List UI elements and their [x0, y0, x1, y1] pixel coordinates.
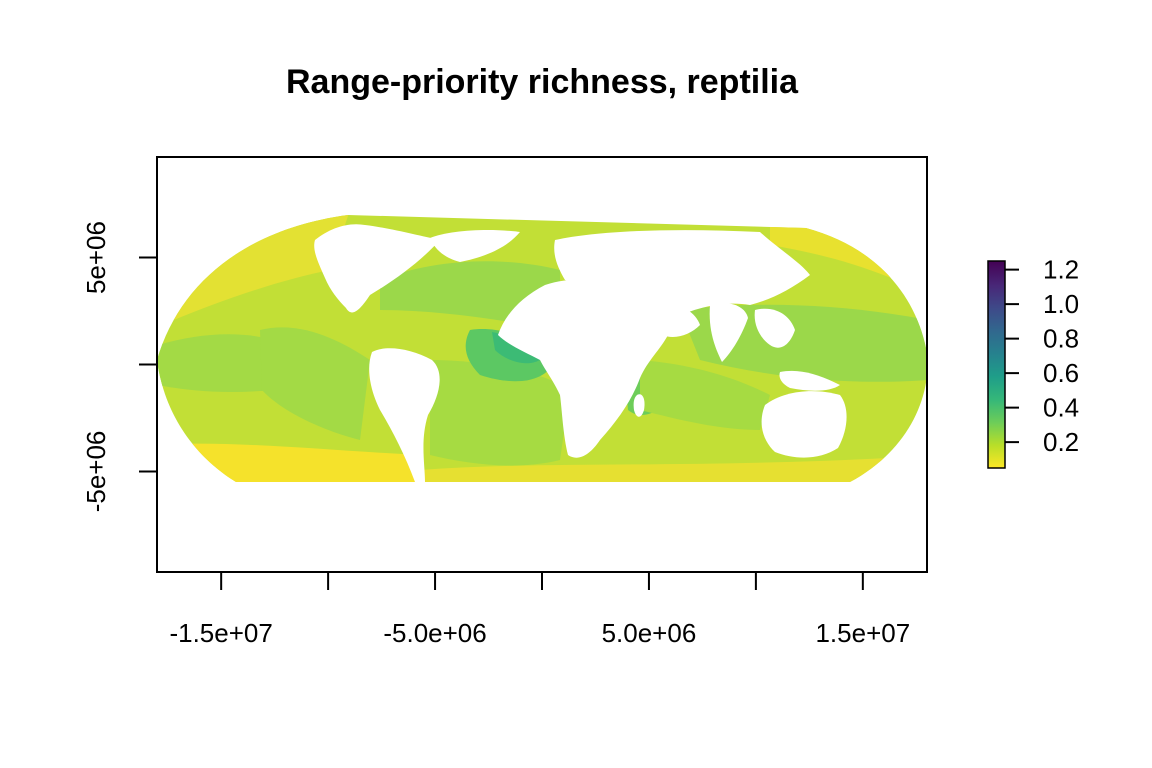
south-america-land [369, 348, 440, 482]
x-tick-label: 5.0e+06 [602, 618, 697, 648]
x-axis: -1.5e+07 -5.0e+06 5.0e+06 1.5e+07 [169, 572, 910, 648]
color-legend: 0.2 0.4 0.6 0.8 1.0 1.2 [987, 255, 1079, 469]
indonesia-land [779, 370, 840, 391]
southeast-asia-land [754, 308, 795, 348]
madagascar-land [633, 394, 645, 417]
x-tick-label: -1.5e+07 [169, 618, 272, 648]
legend-tick-label: 0.6 [1043, 358, 1079, 388]
arabia-land [653, 303, 700, 337]
map-title: Range-priority richness, reptilia [286, 63, 799, 101]
southern-ocean-yellow-band [420, 455, 928, 482]
y-axis: 5e+06 -5e+06 [81, 221, 157, 512]
australia-land [761, 391, 847, 458]
legend-tick-label: 1.2 [1043, 255, 1079, 285]
legend-tick-label: 0.4 [1043, 393, 1079, 423]
legend-ticks: 0.2 0.4 0.6 0.8 1.0 1.2 [1005, 255, 1079, 457]
legend-tick-label: 1.0 [1043, 289, 1079, 319]
south-atlantic-green-band [430, 360, 570, 466]
legend-colorbar [987, 260, 1006, 469]
africa-land [498, 279, 671, 458]
indian-ocean-green-band [640, 360, 770, 430]
x-tick-label: 1.5e+07 [815, 618, 910, 648]
legend-tick-label: 0.2 [1043, 427, 1079, 457]
x-tick-label: -5.0e+06 [383, 618, 486, 648]
india-land [709, 303, 748, 362]
y-tick-label: 5e+06 [81, 221, 111, 294]
y-tick-label: -5e+06 [81, 431, 111, 513]
greenland-land [430, 230, 520, 262]
landmasses [314, 224, 847, 482]
north-america-land [314, 224, 440, 313]
legend-tick-label: 0.8 [1043, 324, 1079, 354]
east-pacific-green-band [260, 327, 370, 440]
